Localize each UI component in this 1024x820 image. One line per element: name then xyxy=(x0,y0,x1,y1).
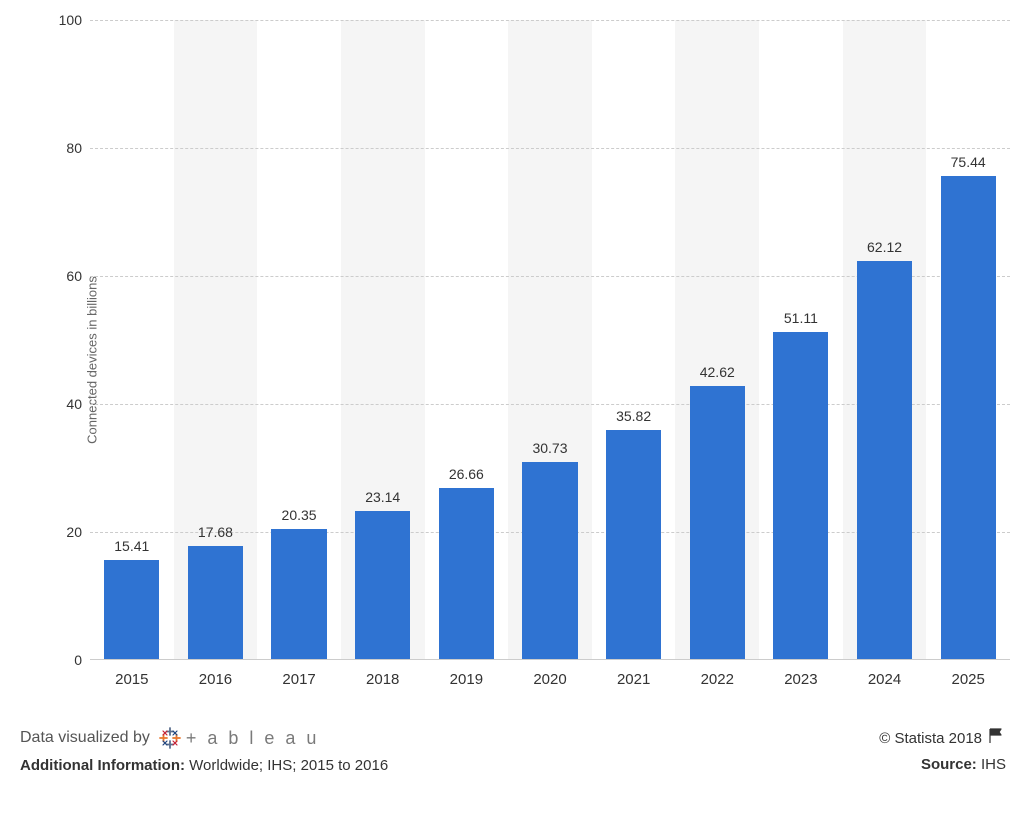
bar-value-label: 15.41 xyxy=(104,538,159,554)
grid-line xyxy=(90,148,1010,149)
x-tick: 2021 xyxy=(617,671,650,688)
bar-value-label: 23.14 xyxy=(355,489,410,505)
x-tick: 2015 xyxy=(115,671,148,688)
bar[interactable]: 26.66 xyxy=(439,488,494,659)
x-tick: 2024 xyxy=(868,671,901,688)
additional-information: Additional Information: Worldwide; IHS; … xyxy=(20,756,388,776)
y-tick: 40 xyxy=(66,396,82,412)
bar[interactable]: 20.35 xyxy=(271,529,326,659)
visualized-by: Data visualized by xyxy=(20,726,319,750)
source-label: Source: xyxy=(921,756,977,773)
tableau-name: + a b l e a u xyxy=(186,728,320,749)
bar-value-label: 35.82 xyxy=(606,408,661,424)
footer-row-1: Data visualized by xyxy=(20,720,1006,752)
y-tick: 100 xyxy=(59,12,82,28)
x-tick: 2025 xyxy=(951,671,984,688)
y-tick: 80 xyxy=(66,140,82,156)
additional-info-label: Additional Information: xyxy=(20,757,185,774)
x-tick: 2016 xyxy=(199,671,232,688)
additional-info-text: Worldwide; IHS; 2015 to 2016 xyxy=(189,757,388,774)
bar[interactable]: 23.14 xyxy=(355,511,410,659)
x-tick: 2022 xyxy=(701,671,734,688)
bar-value-label: 17.68 xyxy=(188,524,243,540)
chart-container: Connected devices in billions 0204060801… xyxy=(0,0,1024,820)
y-tick: 0 xyxy=(74,652,82,668)
bar[interactable]: 62.12 xyxy=(857,261,912,659)
x-tick: 2017 xyxy=(282,671,315,688)
bar-value-label: 51.11 xyxy=(773,310,828,326)
grid-line xyxy=(90,20,1010,21)
x-tick: 2020 xyxy=(533,671,566,688)
bar[interactable]: 17.68 xyxy=(188,546,243,659)
bar[interactable]: 30.73 xyxy=(522,462,577,659)
bar-value-label: 62.12 xyxy=(857,239,912,255)
tableau-logo: + a b l e a u xyxy=(158,726,320,750)
x-tick: 2019 xyxy=(450,671,483,688)
plot-area: 02040608010015.41201517.68201620.3520172… xyxy=(90,20,1010,660)
bar-value-label: 75.44 xyxy=(941,154,996,170)
footer: Data visualized by xyxy=(20,720,1006,776)
copyright-text: © Statista 2018 xyxy=(879,730,982,747)
flag-icon[interactable] xyxy=(988,728,1006,748)
bar[interactable]: 51.11 xyxy=(773,332,828,659)
y-tick: 20 xyxy=(66,524,82,540)
footer-row-2: Additional Information: Worldwide; IHS; … xyxy=(20,752,1006,776)
source-text: IHS xyxy=(981,756,1006,773)
bar-value-label: 20.35 xyxy=(271,507,326,523)
copyright: © Statista 2018 xyxy=(879,728,1006,748)
bar[interactable]: 42.62 xyxy=(690,386,745,659)
y-tick: 60 xyxy=(66,268,82,284)
tableau-icon xyxy=(158,726,182,750)
bar-value-label: 42.62 xyxy=(690,364,745,380)
x-tick: 2023 xyxy=(784,671,817,688)
bar[interactable]: 75.44 xyxy=(941,176,996,659)
chart-area: Connected devices in billions 0204060801… xyxy=(0,0,1024,720)
viz-by-text: Data visualized by xyxy=(20,729,150,747)
bar-value-label: 30.73 xyxy=(522,440,577,456)
source: Source: IHS xyxy=(921,756,1006,773)
bar-value-label: 26.66 xyxy=(439,466,494,482)
x-tick: 2018 xyxy=(366,671,399,688)
bar[interactable]: 35.82 xyxy=(606,430,661,659)
bar[interactable]: 15.41 xyxy=(104,560,159,659)
